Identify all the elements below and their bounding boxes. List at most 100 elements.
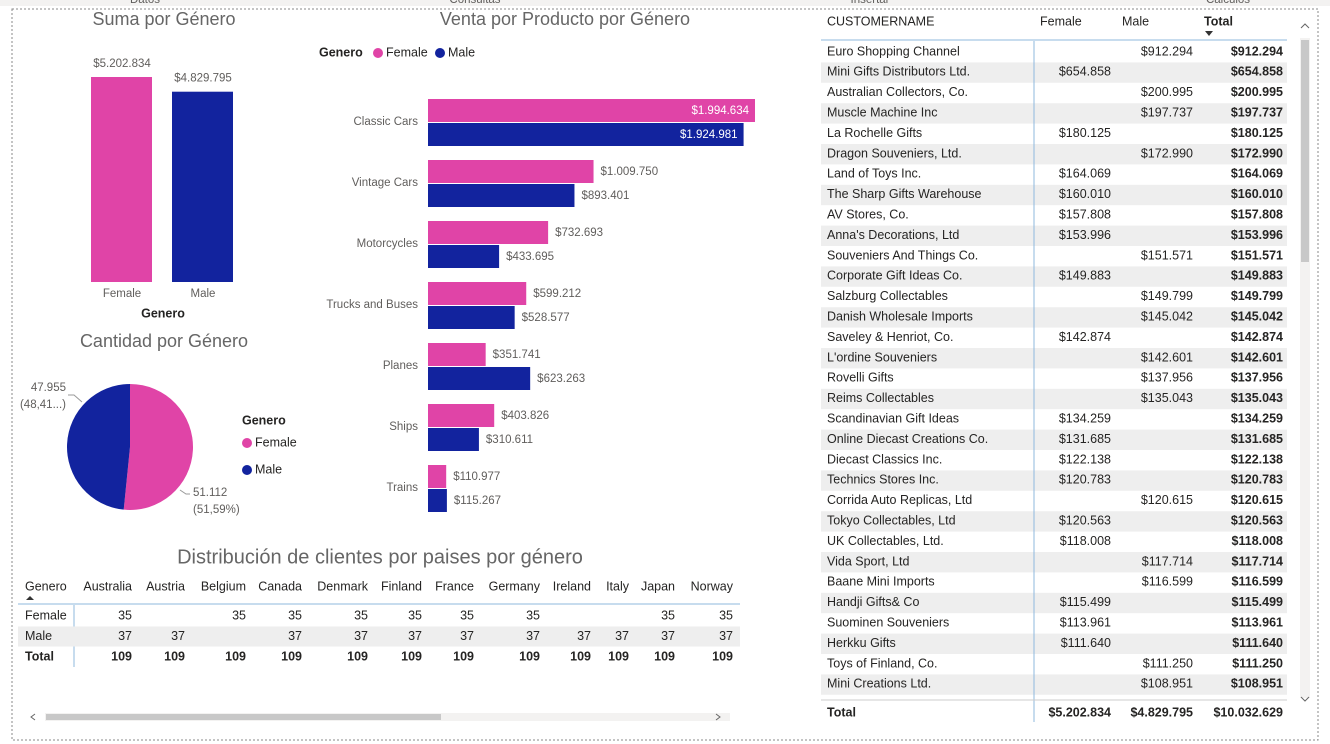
cell: $117.714 — [1142, 554, 1193, 568]
cell: Salzburg Collectables — [827, 289, 948, 303]
legend-title: Genero — [242, 413, 286, 427]
cell: $912.294 — [1231, 44, 1283, 58]
cell: $142.601 — [1141, 350, 1193, 364]
chart-title: Suma por Género — [92, 9, 235, 29]
data-label: $732.693 — [555, 227, 603, 239]
cell: 35 — [232, 608, 246, 622]
cell: Corrida Auto Replicas, Ltd — [827, 493, 972, 507]
cell: 37 — [354, 629, 368, 643]
ribbon-strip — [0, 0, 1330, 6]
data-label: $403.826 — [501, 410, 549, 422]
legend-marker — [435, 48, 445, 58]
cell: La Rochelle Gifts — [827, 126, 922, 140]
cell: $160.010 — [1231, 187, 1283, 201]
bar — [428, 306, 515, 329]
data-label: (51,59%) — [193, 504, 240, 516]
cell: 35 — [288, 608, 302, 622]
cell: 37 — [577, 629, 591, 643]
total-cell: Total — [827, 705, 856, 719]
scroll-right-arrow[interactable] — [715, 713, 721, 721]
cell: $120.615 — [1141, 493, 1193, 507]
cell: $164.069 — [1059, 167, 1111, 181]
cell: 37 — [460, 629, 474, 643]
y-tick-label: Vintage Cars — [352, 177, 419, 189]
cell: Anna's Decorations, Ltd — [827, 228, 959, 242]
cell: 35 — [526, 608, 540, 622]
data-label: $623.263 — [537, 373, 585, 385]
data-label: $351.741 — [493, 349, 541, 361]
x-tick-label: Female — [103, 288, 141, 300]
row-band — [821, 225, 1287, 246]
row-band — [821, 348, 1287, 369]
cell: $160.010 — [1059, 187, 1111, 201]
bar — [428, 343, 486, 366]
y-tick-label: Motorcycles — [357, 238, 419, 250]
h-scroll-thumb[interactable] — [46, 714, 441, 720]
data-label: $528.577 — [522, 312, 570, 324]
leader-line — [68, 394, 83, 403]
bar — [428, 184, 575, 207]
ribbon-tab: Cálculos — [1206, 0, 1250, 6]
cell: $135.043 — [1141, 391, 1193, 405]
cell: $180.125 — [1059, 126, 1111, 140]
cell: $654.858 — [1231, 65, 1283, 79]
cell: Corporate Gift Ideas Co. — [827, 269, 962, 283]
scroll-down-arrow[interactable] — [1300, 696, 1310, 702]
column-header: Genero — [25, 579, 67, 593]
cell: $142.874 — [1059, 330, 1111, 344]
cell: 109 — [347, 649, 368, 663]
bar — [91, 77, 152, 282]
column-header: Ireland — [553, 579, 591, 593]
column-header: CUSTOMERNAME — [827, 14, 934, 28]
row-band — [821, 674, 1287, 695]
cell: 37 — [526, 629, 540, 643]
chart-title: Cantidad por Género — [80, 331, 248, 351]
cell: $122.138 — [1059, 452, 1111, 466]
scroll-left-arrow[interactable] — [30, 713, 36, 721]
row-band — [821, 633, 1287, 654]
v-scroll-track[interactable] — [1300, 38, 1310, 698]
cell: $172.990 — [1231, 146, 1283, 160]
cell: $172.990 — [1141, 146, 1193, 160]
row-band — [18, 626, 740, 647]
bar — [428, 465, 447, 488]
legend-label: Female — [386, 45, 428, 59]
cell: $149.799 — [1141, 289, 1193, 303]
legend-label: Male — [448, 45, 475, 59]
matrix-title: Distribución de clientes por paises por … — [177, 546, 583, 568]
data-label: $599.212 — [533, 288, 581, 300]
cell: $135.043 — [1231, 391, 1283, 405]
row-band — [821, 144, 1287, 165]
data-label: $1.924.981 — [680, 129, 738, 141]
bar — [428, 489, 447, 512]
cell: The Sharp Gifts Warehouse — [827, 187, 982, 201]
bar — [428, 123, 744, 146]
row-band — [821, 266, 1287, 287]
legend-marker — [242, 438, 252, 448]
row-label: Female — [25, 608, 67, 622]
bar — [428, 282, 527, 305]
v-scroll-thumb[interactable] — [1301, 40, 1309, 262]
column-header: Austria — [146, 579, 185, 593]
cell: 35 — [661, 608, 675, 622]
cell: $131.685 — [1059, 432, 1111, 446]
column-header: Male — [1122, 14, 1149, 28]
scroll-up-arrow[interactable] — [1300, 23, 1310, 29]
cell: Online Diecast Creations Co. — [827, 432, 988, 446]
column-header: Italy — [606, 579, 630, 593]
data-label: $5.202.834 — [93, 58, 151, 70]
column-header: Belgium — [201, 579, 246, 593]
cell: $654.858 — [1059, 65, 1111, 79]
cell: Technics Stores Inc. — [827, 473, 939, 487]
column-header: Japan — [641, 579, 675, 593]
cell: Baane Mini Imports — [827, 575, 935, 589]
data-label: $110.977 — [453, 471, 500, 483]
bar — [428, 160, 594, 183]
cell: Herkku Gifts — [827, 636, 896, 650]
column-header: Denmark — [317, 579, 368, 593]
cell: $120.563 — [1231, 513, 1283, 527]
cell: 109 — [712, 649, 733, 663]
cell: $115.499 — [1060, 595, 1111, 609]
cell: 37 — [719, 629, 733, 643]
data-label: $893.401 — [581, 190, 629, 202]
